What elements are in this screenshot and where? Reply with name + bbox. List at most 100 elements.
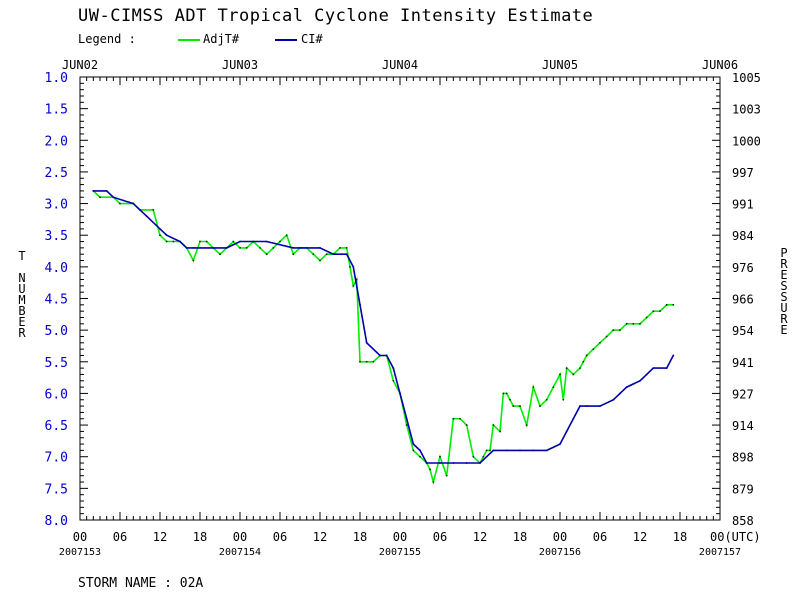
data-point [352,265,355,268]
data-point [365,360,368,363]
data-point [572,417,575,420]
data-point [439,462,441,464]
data-point [509,398,511,401]
data-point [585,354,588,357]
data-point [439,455,441,458]
data-point [99,196,101,199]
data-point [492,424,495,426]
data-point [239,240,241,243]
data-point [192,246,195,249]
data-point [92,190,95,192]
data-point [419,449,421,452]
data-point [429,468,431,471]
y-axis-label-t: T [18,249,25,263]
data-point [232,240,235,243]
data-point [545,449,548,452]
data-point [259,246,261,249]
y-right-tick-label: 914 [732,419,754,433]
top-date-label: JUN05 [542,58,578,72]
data-point [339,246,341,249]
legend-item-adjt: AdjT# [203,32,240,46]
data-point [639,322,641,325]
data-point [205,240,208,243]
data-point [179,240,181,243]
axis-label-char: U [18,282,25,296]
data-point [292,253,295,256]
y-right-tick-label: 966 [732,293,754,307]
data-point [345,246,348,249]
axis-label-char: B [18,304,25,318]
data-point [559,443,561,445]
data-point [479,462,481,464]
data-point [225,246,228,249]
data-point [599,341,601,344]
x-date-label: 2007154 [219,547,261,558]
data-point [112,196,115,199]
x-tick-label: 00 [393,530,407,544]
x-tick-label: 06 [593,530,607,544]
y-right-tick-label: 927 [732,387,754,401]
y-right-tick-label: 991 [732,198,754,212]
x-tick-label: 18 [673,530,687,544]
axis-label-char: R [18,326,26,340]
data-point [312,253,315,256]
series-line [92,190,674,486]
x-tick-label: 06 [273,530,287,544]
data-point [459,417,461,420]
data-point [499,430,501,433]
axis-label-char: T [18,249,25,263]
y-right-tick-label: 1003 [732,103,761,117]
data-point [619,329,621,332]
data-point [345,253,348,256]
data-point [552,386,555,388]
axis-label-char: S [780,279,787,293]
y-tick-label: 7.5 [45,482,68,497]
legend-label: Legend : [78,32,136,46]
y-right-tick-label: 954 [732,324,754,338]
axis-label-char: S [780,290,787,304]
x-tick-label: 00 [553,530,567,544]
y-tick-label: 2.5 [45,166,68,181]
axis-label-char: E [18,315,25,329]
x-tick-label: 00 [233,530,247,544]
data-point [392,367,395,370]
data-point [165,240,168,243]
axis-label-char: E [780,268,787,282]
y-tick-label: 3.5 [45,229,68,244]
data-point [492,449,495,452]
data-point [452,462,455,464]
data-point [319,246,321,249]
data-point [645,373,648,376]
data-point [512,405,515,407]
data-point [472,455,475,458]
x-tick-label: 12 [633,530,647,544]
x-date-label: 2007153 [59,547,101,558]
axis-label-char: U [780,301,787,315]
data-point [562,398,565,401]
axis-label-char: R [780,257,788,271]
data-point [245,246,248,249]
data-point [152,209,155,211]
y-tick-label: 2.0 [45,134,68,149]
axis-label-char: P [780,246,787,260]
data-point [172,240,175,243]
data-point [465,462,468,464]
data-point [482,455,485,458]
data-point [505,449,508,452]
x-date-label: 2007157 [699,547,741,558]
series-adjt [92,190,675,486]
data-point [105,190,108,192]
y-tick-label: 3.0 [45,198,68,213]
data-point [365,341,368,344]
data-point [485,449,488,452]
y-tick-label: 7.0 [45,451,68,466]
y-right-tick-label: 976 [732,261,754,275]
data-point [532,449,535,452]
x-tick-label: 06 [433,530,447,544]
x-tick-label: 06 [113,530,127,544]
data-point [385,354,388,357]
data-point [292,246,295,249]
